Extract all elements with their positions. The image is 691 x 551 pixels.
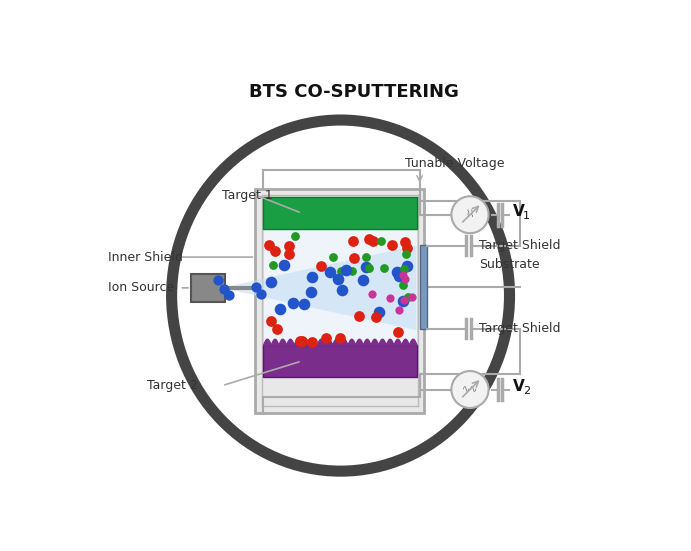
Text: BTS CO-SPUTTERING: BTS CO-SPUTTERING <box>249 83 459 101</box>
Point <box>348 236 359 245</box>
Point <box>267 261 278 269</box>
Point <box>278 260 290 269</box>
Point <box>287 298 299 307</box>
Point <box>385 294 396 302</box>
Point <box>368 236 379 245</box>
Text: 1: 1 <box>522 211 530 222</box>
Point <box>393 305 404 314</box>
Point <box>393 328 404 337</box>
Point <box>306 338 317 347</box>
Point <box>250 283 261 292</box>
Point <box>283 241 294 250</box>
Text: Tunable Voltage: Tunable Voltage <box>405 157 504 170</box>
Point <box>264 241 275 250</box>
Point <box>366 289 377 298</box>
Text: V: V <box>513 204 524 219</box>
Point <box>224 290 235 299</box>
Point <box>333 274 344 283</box>
Circle shape <box>451 196 489 233</box>
Point <box>360 253 371 262</box>
Text: Inner Shield: Inner Shield <box>108 251 183 263</box>
Point <box>387 241 398 250</box>
Point <box>294 337 305 345</box>
Text: 2: 2 <box>522 386 530 396</box>
Point <box>348 253 359 262</box>
Point <box>299 300 310 309</box>
Text: Target 2: Target 2 <box>146 379 198 392</box>
Point <box>397 271 408 279</box>
Text: V: V <box>513 379 524 394</box>
Text: Ion Source: Ion Source <box>108 282 174 294</box>
Point <box>379 264 390 273</box>
Point <box>321 334 332 343</box>
Point <box>336 266 347 275</box>
Point <box>269 246 280 255</box>
Point <box>402 262 413 271</box>
Bar <box>263 229 417 345</box>
Text: ⌇⌇: ⌇⌇ <box>465 210 475 220</box>
Point <box>400 274 411 283</box>
Bar <box>191 274 225 302</box>
Point <box>375 236 386 245</box>
Point <box>347 267 358 276</box>
Point <box>398 295 409 304</box>
Text: Substrate: Substrate <box>480 258 540 271</box>
Point <box>275 304 286 313</box>
Point <box>334 334 346 343</box>
Point <box>357 276 368 285</box>
Point <box>353 312 364 321</box>
Point <box>297 336 308 345</box>
Point <box>363 263 375 272</box>
Point <box>364 235 375 244</box>
Point <box>360 262 371 271</box>
Point <box>399 237 410 246</box>
Point <box>398 264 409 273</box>
Bar <box>263 197 417 229</box>
Point <box>402 244 413 252</box>
Point <box>283 250 294 258</box>
Point <box>290 232 301 241</box>
Text: Target Shield: Target Shield <box>480 239 561 252</box>
Point <box>406 293 417 301</box>
Point <box>371 313 382 322</box>
Text: Target Shield: Target Shield <box>480 322 561 335</box>
Circle shape <box>451 371 489 408</box>
Point <box>219 284 230 293</box>
Point <box>403 293 414 302</box>
Point <box>327 253 338 262</box>
Point <box>255 290 266 299</box>
Point <box>315 262 326 271</box>
Bar <box>419 245 426 329</box>
Point <box>374 307 385 316</box>
Text: ∿∿: ∿∿ <box>462 385 478 395</box>
Point <box>391 268 402 277</box>
Point <box>401 250 412 259</box>
Point <box>272 325 283 334</box>
Point <box>397 280 408 289</box>
Point <box>337 285 348 294</box>
Point <box>306 272 317 281</box>
Text: Target 1: Target 1 <box>222 189 273 202</box>
Point <box>393 272 404 280</box>
Polygon shape <box>222 246 417 330</box>
FancyBboxPatch shape <box>256 190 424 413</box>
Point <box>305 288 316 297</box>
Bar <box>263 345 417 377</box>
Point <box>340 265 351 274</box>
Point <box>265 278 276 287</box>
Point <box>397 296 408 305</box>
Point <box>212 276 223 285</box>
Point <box>265 316 276 325</box>
Point <box>325 268 336 277</box>
